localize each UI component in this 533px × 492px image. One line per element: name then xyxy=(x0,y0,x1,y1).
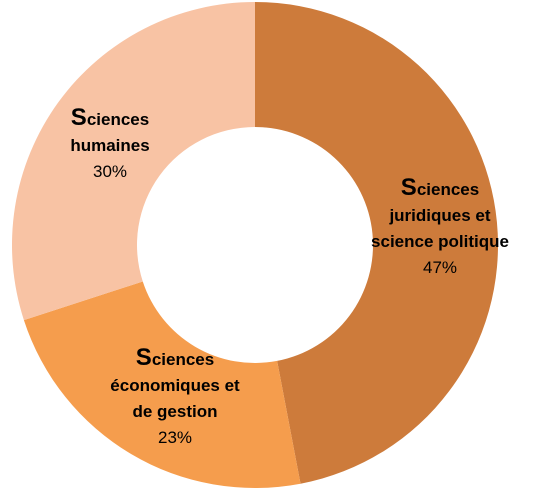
donut-segment xyxy=(23,281,301,488)
segment-label: Sciences humaines xyxy=(70,104,149,155)
value-label: 47% xyxy=(423,258,457,277)
donut-segment xyxy=(255,2,498,484)
value-label: 30% xyxy=(93,162,127,181)
segment-label: Sciences juridiques et science politique xyxy=(371,174,509,251)
donut-segment xyxy=(11,2,255,321)
value-label: 23% xyxy=(158,428,192,447)
